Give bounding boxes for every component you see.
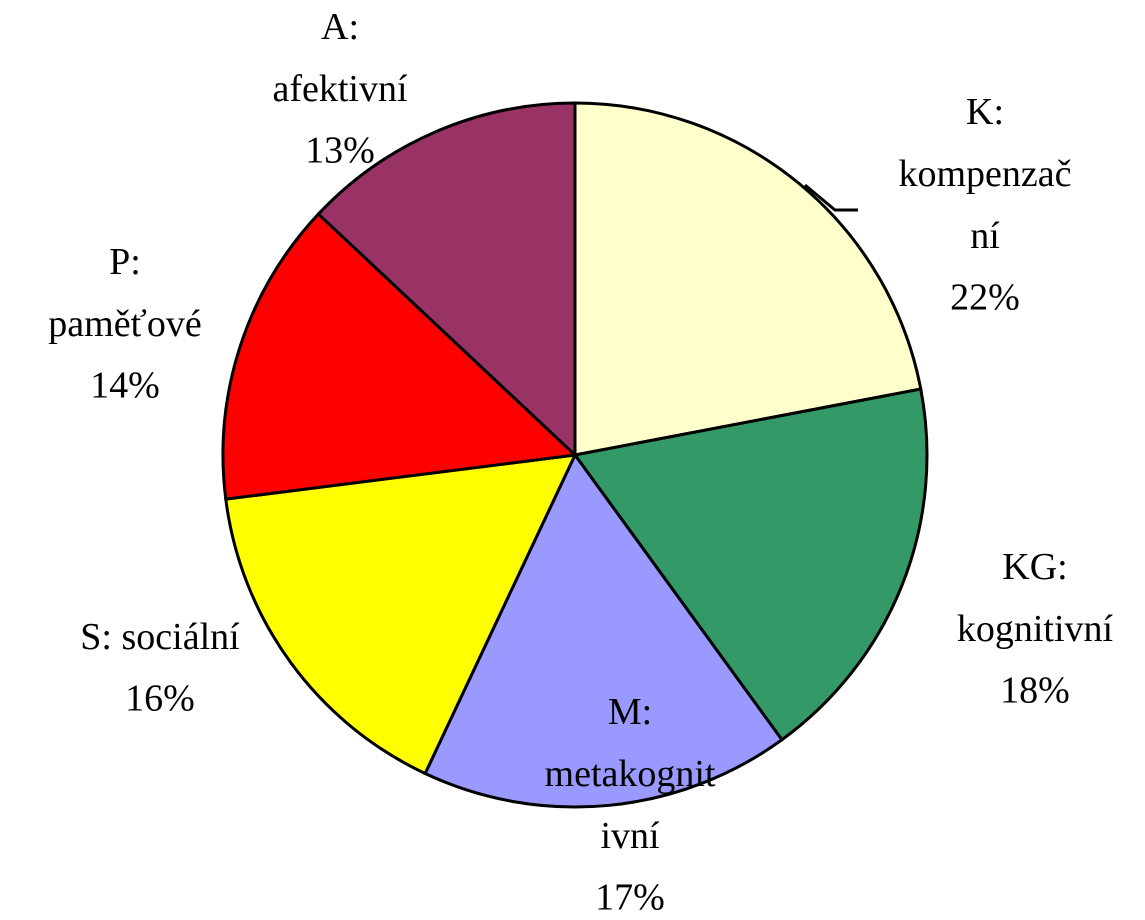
slice xyxy=(573,101,923,457)
slice xyxy=(423,452,784,809)
value-label: 22% xyxy=(950,277,1020,319)
value-label: 13% xyxy=(305,130,375,172)
slice-label: KG: kognitivní xyxy=(957,546,1114,650)
slice xyxy=(316,101,577,459)
slices xyxy=(221,101,929,809)
slice-label: K: kompenzač ní xyxy=(898,91,1071,257)
value-label: 17% xyxy=(595,877,665,919)
slice-label: A: afektivní xyxy=(272,6,408,110)
slice-label: M: metakognit ivní xyxy=(545,691,716,857)
value-label: 16% xyxy=(125,678,195,720)
slice-label: P: paměťové xyxy=(48,241,201,345)
slice xyxy=(221,211,579,501)
value-label: 14% xyxy=(90,365,160,407)
slice-label: S: sociální xyxy=(80,616,240,658)
slice xyxy=(572,387,929,742)
slice xyxy=(224,453,578,776)
value-label: 18% xyxy=(1000,670,1070,712)
leader-line xyxy=(804,183,858,212)
